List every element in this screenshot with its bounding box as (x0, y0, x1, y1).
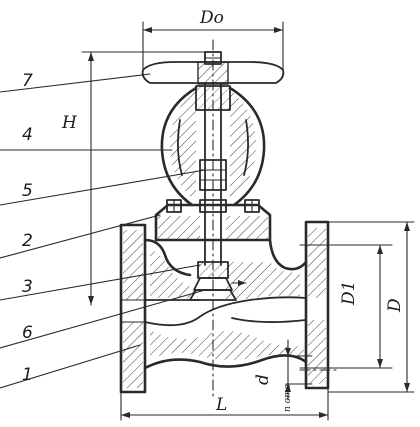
callouts: 7 4 5 2 3 6 1 (22, 71, 33, 385)
dimension-d1: D1 (299, 244, 393, 369)
dimension-d: D (327, 221, 415, 393)
dimension-d0-label: Do (199, 8, 224, 28)
callout-6: 6 (22, 323, 33, 343)
dimension-bolt-hole: d n отв (253, 339, 341, 412)
callout-2: 2 (22, 231, 33, 251)
dimension-d-label: D (385, 298, 405, 313)
dimension-d0: Do (142, 8, 284, 73)
valve-body (119, 220, 330, 394)
callout-5: 5 (22, 181, 33, 201)
dimension-h-label: H (61, 113, 78, 133)
callout-4: 4 (22, 125, 33, 145)
callout-leaders (0, 73, 206, 389)
callout-3: 3 (22, 277, 33, 297)
dimension-h: H (61, 51, 211, 306)
dimension-small-d-label: d (253, 374, 273, 385)
dimension-l-label: L (215, 395, 227, 415)
callout-1: 1 (22, 365, 33, 385)
dimension-n-otv-label: n отв (283, 384, 293, 412)
dimension-l: L (120, 387, 329, 421)
yoke (160, 85, 266, 207)
valve-disc (193, 261, 247, 291)
dimension-d1-label: D1 (339, 281, 359, 306)
callout-7: 7 (22, 71, 33, 91)
